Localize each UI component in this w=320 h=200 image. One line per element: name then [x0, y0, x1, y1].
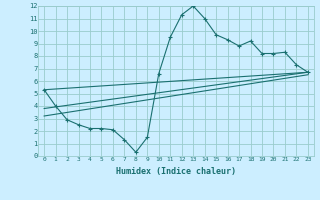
- X-axis label: Humidex (Indice chaleur): Humidex (Indice chaleur): [116, 167, 236, 176]
